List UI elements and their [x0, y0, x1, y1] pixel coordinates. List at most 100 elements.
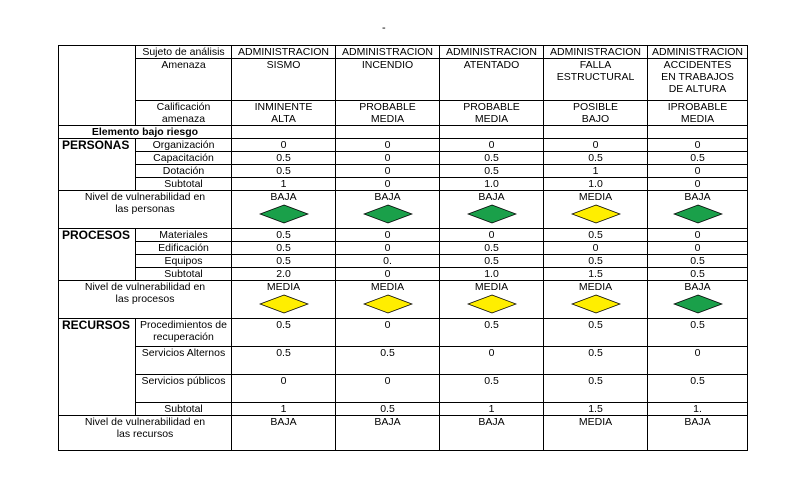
recursos-row-label: Procedimientos de recuperación	[135, 318, 232, 347]
elemento-empty	[439, 125, 544, 139]
calificacion-col-2-line1: PROBABLE	[359, 101, 416, 113]
risk-diamond-icon	[466, 204, 517, 224]
nivel-level-text: BAJA	[270, 191, 297, 203]
sujeto-col-4: ADMINISTRACION	[543, 45, 648, 59]
recursos-value-cell: 0.5	[335, 346, 440, 375]
procesos-value-cell: 0.5	[543, 254, 648, 268]
procesos-value-cell: 0	[335, 241, 440, 255]
risk-diamond-shape	[672, 294, 723, 314]
risk-diamond-shape	[362, 204, 413, 224]
personas-nivel-label: Nivel de vulnerabilidad en las personas	[58, 190, 232, 229]
sujeto-col-5: ADMINISTRACION	[647, 45, 748, 59]
elemento-empty	[543, 125, 648, 139]
risk-diamond-shape	[570, 204, 621, 224]
recursos-value-cell: 0.5	[543, 346, 648, 375]
procesos-value-cell: 2.0	[231, 267, 336, 281]
recursos-value-cell: 0.5	[439, 318, 544, 347]
procesos-value-cell: 0.5	[439, 241, 544, 255]
personas-value-cell: 0.5	[231, 151, 336, 165]
procesos-row-label: Equipos	[135, 254, 232, 268]
recursos-row-label: Servicios públicos	[135, 374, 232, 403]
recursos-value-cell: 0.5	[543, 374, 648, 403]
recursos-value-cell: 1.	[647, 402, 748, 416]
nivel-level-text: BAJA	[478, 191, 505, 203]
personas-nivel-row: Nivel de vulnerabilidad en las personas B…	[58, 190, 748, 229]
recursos-nivel-cell: BAJA	[335, 415, 440, 451]
personas-value-cell: 0.5	[231, 164, 336, 178]
header-row-sujeto: Sujeto de análisis ADMINISTRACION ADMINI…	[58, 45, 748, 126]
risk-diamond-shape	[570, 294, 621, 314]
recursos-nivel-row: Nivel de vulnerabilidad en las recursos B…	[58, 415, 748, 451]
personas-nivel-cell: BAJA	[439, 190, 544, 229]
personas-value-cell: 0	[335, 164, 440, 178]
calificacion-col-3: PROBABLE MEDIA	[439, 100, 544, 126]
calificacion-col-5-line1: IPROBABLE	[667, 101, 728, 113]
personas-value-cell: 0	[647, 177, 748, 191]
risk-diamond-icon	[672, 294, 723, 314]
procesos-value-cell: 0	[439, 228, 544, 242]
personas-value-cell: 0	[335, 138, 440, 152]
calificacion-col-3-line2: MEDIA	[474, 113, 509, 125]
nivel-level-text: MEDIA	[578, 281, 613, 293]
personas-value-cell: 0.5	[439, 164, 544, 178]
personas-value-cell: 0.5	[439, 151, 544, 165]
personas-value-cell: 1	[543, 164, 648, 178]
risk-diamond-icon	[672, 204, 723, 224]
recursos-value-cell: 1	[439, 402, 544, 416]
procesos-row: PROCESOS Materiales 0.5 0 0 0.5 0	[58, 228, 748, 281]
risk-diamond-icon	[466, 294, 517, 314]
amenaza-col-4: FALLA ESTRUCTURAL	[543, 58, 648, 101]
nivel-level-text: MEDIA	[370, 281, 405, 293]
personas-value-cell: 0	[543, 138, 648, 152]
procesos-row-label: Edificación	[135, 241, 232, 255]
procesos-value-cell: 0.5	[439, 254, 544, 268]
sujeto-label: Sujeto de análisis	[135, 45, 232, 59]
personas-nivel-cell: BAJA	[647, 190, 748, 229]
risk-diamond-shape	[258, 204, 309, 224]
procesos-row-label: Subtotal	[135, 267, 232, 281]
vulnerability-table-body: Sujeto de análisis ADMINISTRACION ADMINI…	[58, 45, 748, 451]
risk-diamond-shape	[466, 204, 517, 224]
procesos-nivel-cell: MEDIA	[231, 280, 336, 319]
procesos-value-cell: 0.5	[231, 228, 336, 242]
procesos-value-cell: 0.5	[231, 241, 336, 255]
risk-diamond-icon	[258, 294, 309, 314]
risk-diamond-shape	[672, 204, 723, 224]
risk-diamond-icon	[570, 204, 621, 224]
vulnerability-table: Sujeto de análisis ADMINISTRACION ADMINI…	[58, 45, 748, 451]
calificacion-col-2-line2: MEDIA	[370, 113, 405, 125]
procesos-nivel-row: Nivel de vulnerabilidad en las procesos M…	[58, 280, 748, 319]
amenaza-col-1: SISMO	[231, 58, 336, 101]
procesos-value-cell: 0	[335, 228, 440, 242]
procesos-nivel-cell: MEDIA	[439, 280, 544, 319]
recursos-value-cell: 0	[335, 318, 440, 347]
header-row-calificacion: Calificación amenaza INMINENTE ALTA PROBA…	[59, 100, 748, 126]
procesos-nivel-cell: BAJA	[647, 280, 748, 319]
procesos-value-cell: 0.5	[647, 254, 748, 268]
amenaza-label: Amenaza	[135, 58, 232, 101]
nivel-level-text: MEDIA	[266, 281, 301, 293]
calificacion-col-1-line2: ALTA	[271, 113, 296, 125]
calificacion-col-1-line1: INMINENTE	[254, 101, 313, 113]
personas-value-cell: 0.5	[647, 151, 748, 165]
calificacion-col-2: PROBABLE MEDIA	[335, 100, 440, 126]
nivel-level-text: MEDIA	[474, 281, 509, 293]
personas-value-cell: 0	[335, 151, 440, 165]
personas-value-cell: 0	[647, 138, 748, 152]
recursos-value-cell: 0	[335, 374, 440, 403]
personas-value-cell: 1.0	[439, 177, 544, 191]
recursos-row-label: Subtotal	[135, 402, 232, 416]
recursos-row: Servicios públicos 0 0 0.5 0.5 0.5	[59, 374, 748, 403]
recursos-section-title: RECURSOS	[58, 318, 136, 416]
recursos-value-cell: 1	[231, 402, 336, 416]
procesos-row-label: Materiales	[135, 228, 232, 242]
recursos-value-cell: 0.5	[439, 374, 544, 403]
calificacion-col-5-line2: MEDIA	[680, 113, 715, 125]
recursos-value-cell: 0.5	[231, 318, 336, 347]
personas-row: Capacitación 0.5 0 0.5 0.5 0.5	[59, 151, 748, 165]
risk-diamond-shape	[466, 294, 517, 314]
calificacion-col-3-line1: PROBABLE	[463, 101, 520, 113]
recursos-nivel-cell: BAJA	[439, 415, 544, 451]
personas-value-cell: 1	[231, 177, 336, 191]
sujeto-col-2: ADMINISTRACION	[335, 45, 440, 59]
